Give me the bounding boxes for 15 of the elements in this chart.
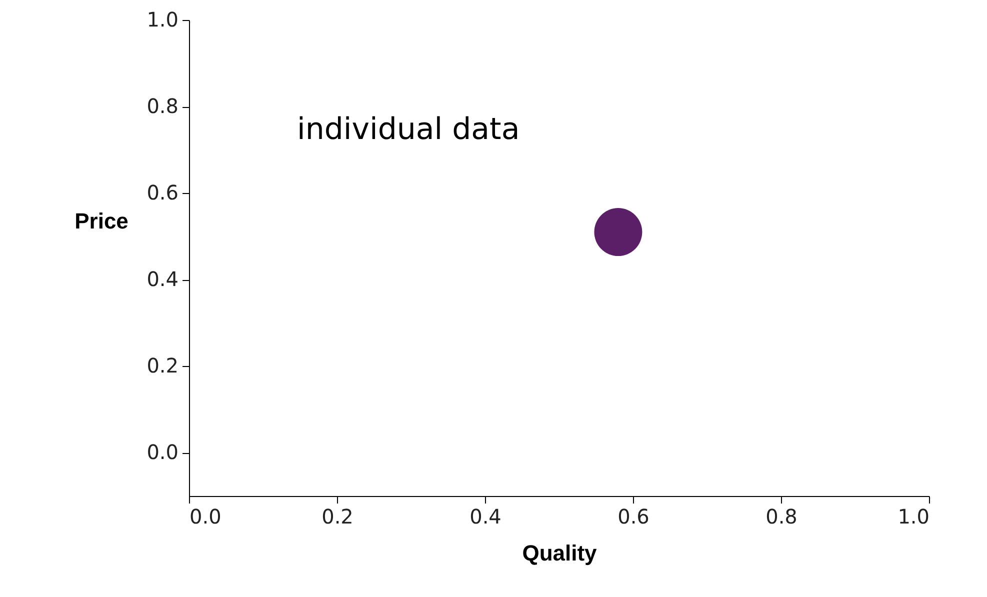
- x-axis-title: Quality: [522, 540, 598, 566]
- y-tick-label: 0.4: [146, 267, 178, 292]
- x-tick-label: 0.2: [322, 504, 354, 528]
- y-tick-label: 0.6: [146, 180, 178, 205]
- annotation: individual data: [297, 112, 520, 147]
- x-tick-label: 0.0: [190, 504, 222, 528]
- x-tick-label: 1.0: [898, 504, 930, 528]
- y-tick-label: 0.0: [146, 440, 178, 464]
- x-tick-label: 0.8: [766, 504, 798, 528]
- y-tick-label: 0.2: [146, 354, 178, 378]
- y-tick-label: 0.8: [146, 94, 178, 118]
- x-tick-label: 0.4: [470, 504, 502, 528]
- y-axis-title: Price: [74, 208, 128, 234]
- y-tick-label: 1.0: [146, 8, 178, 32]
- x-tick-label: 0.6: [618, 504, 650, 528]
